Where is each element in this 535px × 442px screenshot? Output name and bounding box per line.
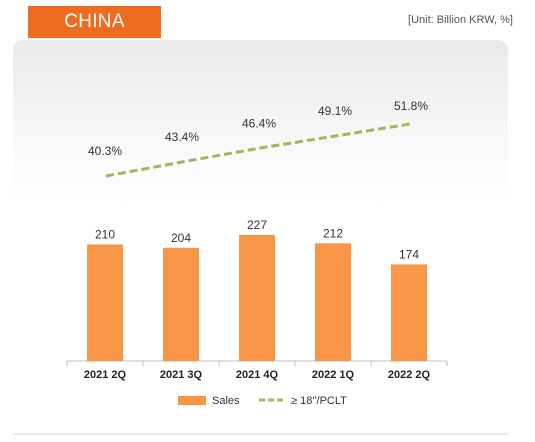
sales-bar bbox=[391, 264, 427, 361]
divider bbox=[13, 433, 508, 435]
sales-bar bbox=[163, 247, 199, 361]
category-label: 2021 3Q bbox=[160, 369, 203, 381]
sales-value-label: 204 bbox=[171, 231, 191, 245]
sales-value-label: 210 bbox=[95, 227, 115, 241]
sales-bar bbox=[315, 243, 351, 361]
pclt-share-label: 46.4% bbox=[242, 116, 276, 130]
category-label: 2022 1Q bbox=[312, 369, 355, 381]
sales-value-label: 212 bbox=[323, 226, 343, 240]
legend-sales-swatch bbox=[178, 396, 206, 405]
legend-line-label: ≥ 18''/PCLT bbox=[291, 395, 347, 407]
sales-bar bbox=[87, 244, 123, 361]
pclt-share-label: 51.8% bbox=[394, 99, 428, 113]
pclt-share-label: 49.1% bbox=[318, 104, 352, 118]
sales-value-label: 227 bbox=[247, 218, 267, 232]
sales-value-label: 174 bbox=[399, 247, 419, 261]
region-tab[interactable]: CHINA bbox=[28, 6, 161, 38]
pclt-share-line bbox=[105, 122, 411, 178]
unit-label: [Unit: Billion KRW, %] bbox=[408, 14, 513, 26]
pclt-share-label: 43.4% bbox=[165, 130, 199, 144]
category-label: 2022 2Q bbox=[388, 369, 431, 381]
sales-bar bbox=[239, 235, 275, 361]
category-label: 2021 2Q bbox=[84, 369, 127, 381]
pclt-share-label: 40.3% bbox=[88, 144, 122, 158]
category-label: 2021 4Q bbox=[236, 369, 279, 381]
legend-sales-label: Sales bbox=[212, 395, 240, 407]
